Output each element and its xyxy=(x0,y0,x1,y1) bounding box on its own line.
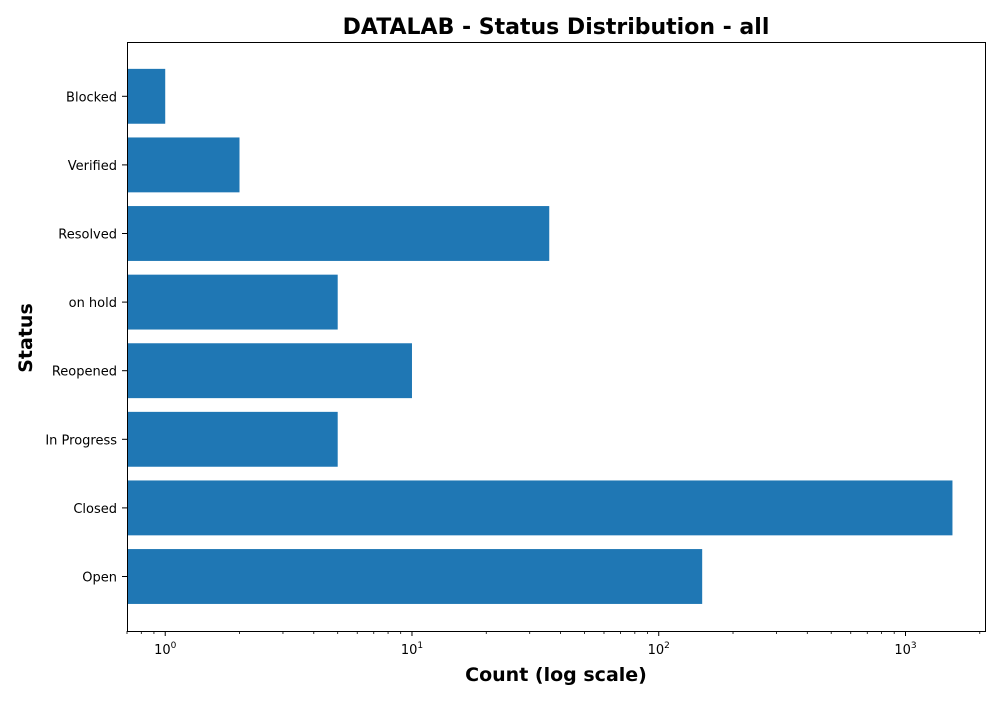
bar-open xyxy=(127,549,703,604)
x-tick-label: 102 xyxy=(648,641,670,658)
bar-in-progress xyxy=(127,411,338,467)
x-axis-label: Count (log scale) xyxy=(465,664,647,686)
y-tick-label-reopened: Reopened xyxy=(52,365,117,380)
bar-blocked xyxy=(127,68,166,124)
x-tick-label: 101 xyxy=(401,641,423,658)
y-axis-label: Status xyxy=(15,303,37,373)
bars-layer xyxy=(127,68,953,604)
y-tick-label-closed: Closed xyxy=(73,502,117,517)
x-axis: 100 101 102 103 xyxy=(126,631,981,658)
bar-verified xyxy=(127,137,240,193)
bar-on-hold xyxy=(127,274,338,330)
y-tick-label-open: Open xyxy=(82,571,117,586)
bar-reopened xyxy=(127,343,412,399)
bar-closed xyxy=(127,480,953,536)
chart-title: DATALAB - Status Distribution - all xyxy=(343,15,770,40)
x-tick-label: 103 xyxy=(894,641,916,658)
bar-resolved xyxy=(127,206,550,261)
y-axis: Open Closed In Progress Reopened on hold Reso… xyxy=(45,90,127,586)
y-tick-label-in-progress: In Progress xyxy=(45,433,117,448)
y-tick-label-verified: Verified xyxy=(68,159,117,174)
plot-frame xyxy=(127,42,986,632)
y-tick-label-resolved: Resolved xyxy=(58,228,117,243)
x-tick-label: 100 xyxy=(154,641,177,658)
y-tick-label-on-hold: on hold xyxy=(69,296,117,311)
y-tick-label-blocked: Blocked xyxy=(66,90,117,105)
